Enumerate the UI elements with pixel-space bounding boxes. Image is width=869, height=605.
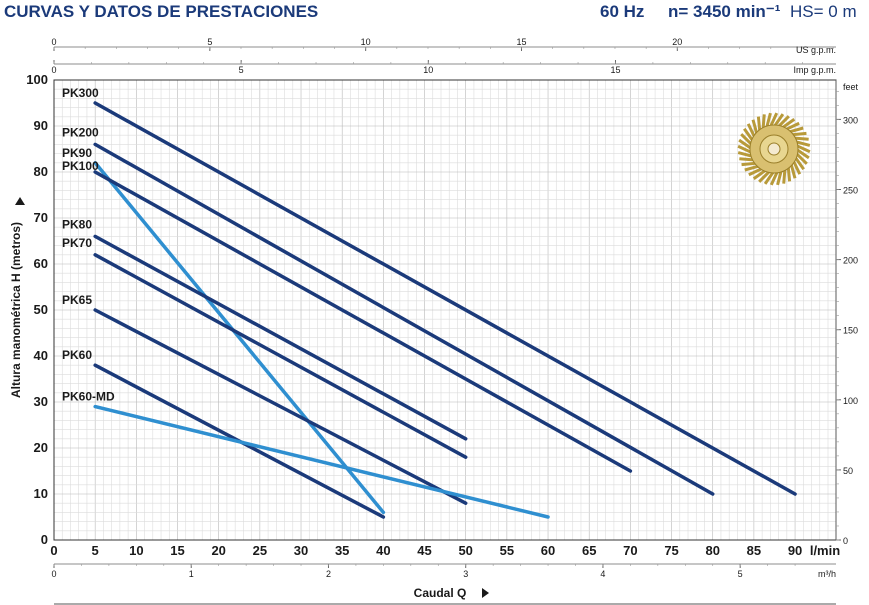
y-tick-label: 0 — [41, 532, 48, 547]
y-tick-label: 50 — [34, 302, 48, 317]
m3h-tick-label: 2 — [326, 569, 331, 579]
x-tick-label: 10 — [129, 543, 143, 558]
chart-title: CURVAS Y DATOS DE PRESTACIONES — [4, 2, 319, 21]
y-tick-label: 40 — [34, 348, 48, 363]
series-line-pk200 — [93, 142, 715, 496]
us-gpm-tick-label: 10 — [361, 37, 371, 47]
x-tick-label: 90 — [788, 543, 802, 558]
m3h-tick-label: 4 — [600, 569, 605, 579]
x-axis-label: Caudal Q — [414, 586, 467, 600]
m3h-tick-label: 1 — [189, 569, 194, 579]
x-tick-label: 70 — [623, 543, 637, 558]
chart-header: CURVAS Y DATOS DE PRESTACIONES 60 Hz n= … — [0, 0, 869, 30]
x-unit-label: l/min — [810, 543, 840, 558]
feet-label: feet — [843, 82, 859, 92]
hs-label: HS= 0 m — [790, 2, 857, 21]
speed-label: n= 3450 min⁻¹ — [668, 2, 781, 21]
y-tick-label: 100 — [26, 72, 48, 87]
series-label-pk70: PK70 — [62, 236, 92, 250]
series-line-pk90 — [93, 161, 386, 515]
us-gpm-tick-label: 15 — [516, 37, 526, 47]
series-label-pk200: PK200 — [62, 125, 99, 139]
x-axis-arrow-icon — [482, 588, 489, 598]
x-tick-label: 5 — [92, 543, 99, 558]
series-line-pk300 — [93, 101, 797, 496]
x-tick-label: 85 — [747, 543, 761, 558]
x-tick-label: 15 — [170, 543, 184, 558]
x-tick-label: 55 — [500, 543, 514, 558]
feet-tick-label: 100 — [843, 396, 858, 406]
feet-tick-label: 300 — [843, 115, 858, 125]
m3h-tick-label: 0 — [51, 569, 56, 579]
x-tick-label: 80 — [705, 543, 719, 558]
us-gpm-tick-label: 20 — [672, 37, 682, 47]
y-tick-label: 10 — [34, 486, 48, 501]
imp-gpm-tick-label: 5 — [239, 65, 244, 75]
x-tick-label: 40 — [376, 543, 390, 558]
frequency-label: 60 Hz — [600, 2, 645, 21]
y-axis-label: Altura manométrica H (metros) — [9, 222, 23, 398]
m3h-tick-label: 3 — [463, 569, 468, 579]
series-label-pk80: PK80 — [62, 217, 92, 231]
series-line-pk100 — [93, 170, 633, 473]
series-label-pk300: PK300 — [62, 86, 99, 100]
series-label-pk90: PK90 — [62, 146, 92, 160]
feet-tick-label: 50 — [843, 466, 853, 476]
feet-tick-label: 0 — [843, 536, 848, 546]
series-label-pk60: PK60 — [62, 348, 92, 362]
imp-gpm-label: Imp g.p.m. — [793, 65, 836, 75]
us-gpm-tick-label: 0 — [51, 37, 56, 47]
us-gpm-label: US g.p.m. — [796, 45, 836, 55]
x-tick-label: 45 — [417, 543, 431, 558]
y-tick-label: 80 — [34, 164, 48, 179]
x-tick-label: 35 — [335, 543, 349, 558]
imp-gpm-tick-label: 0 — [51, 65, 56, 75]
series-label-pk65: PK65 — [62, 293, 92, 307]
impeller-bore — [767, 142, 781, 156]
series-label-pk60-md: PK60-MD — [62, 390, 115, 404]
x-tick-label: 0 — [50, 543, 57, 558]
feet-tick-label: 150 — [843, 326, 858, 336]
series-line-pk80 — [93, 234, 468, 441]
m3h-tick-label: 5 — [738, 569, 743, 579]
y-tick-label: 60 — [34, 256, 48, 271]
x-tick-label: 50 — [458, 543, 472, 558]
x-tick-label: 65 — [582, 543, 596, 558]
x-tick-label: 20 — [211, 543, 225, 558]
m3h-label: m³/h — [818, 569, 836, 579]
series-line-pk65 — [93, 308, 468, 505]
x-tick-label: 75 — [664, 543, 678, 558]
us-gpm-tick-label: 5 — [207, 37, 212, 47]
y-tick-label: 30 — [34, 394, 48, 409]
x-tick-label: 25 — [253, 543, 267, 558]
series-line-pk60-md — [93, 404, 550, 519]
imp-gpm-tick-label: 10 — [423, 65, 433, 75]
imp-gpm-tick-label: 15 — [610, 65, 620, 75]
feet-tick-label: 200 — [843, 256, 858, 266]
x-tick-label: 30 — [294, 543, 308, 558]
y-tick-label: 70 — [34, 210, 48, 225]
feet-tick-label: 250 — [843, 185, 858, 195]
y-tick-label: 20 — [34, 440, 48, 455]
series-line-pk70 — [93, 253, 468, 459]
series-label-pk100: PK100 — [62, 159, 99, 173]
y-tick-label: 90 — [34, 118, 48, 133]
y-axis-arrow-icon — [15, 197, 25, 205]
x-tick-label: 60 — [541, 543, 555, 558]
